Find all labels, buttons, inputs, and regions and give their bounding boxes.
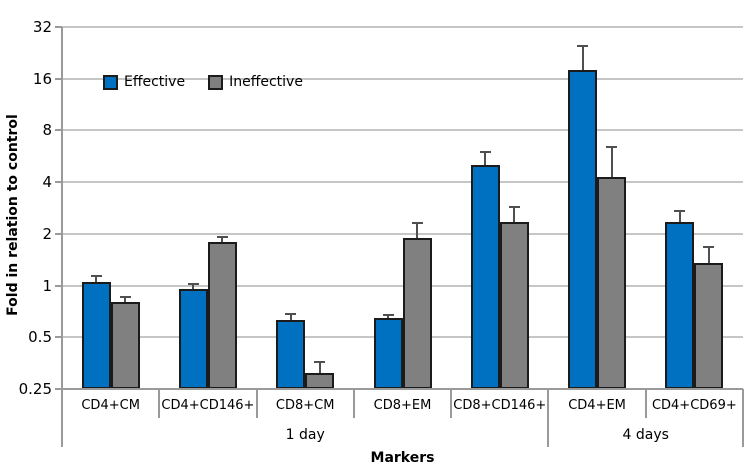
- category-divider: [450, 389, 453, 418]
- category-label: CD8+CD146+: [453, 398, 547, 413]
- category-label: CD4+EM: [568, 398, 626, 413]
- y-tick-label: 2: [42, 224, 52, 243]
- y-axis-tick: [55, 129, 62, 132]
- y-axis-tick: [55, 388, 62, 390]
- error-bar: [484, 151, 487, 166]
- error-bar-cap: [187, 283, 199, 286]
- axis-right-edge: [742, 389, 744, 447]
- y-tick-label: 4: [42, 173, 52, 192]
- error-bar-cap: [119, 295, 131, 298]
- error-bar-cap: [508, 206, 520, 209]
- error-bar: [707, 246, 710, 264]
- error-bar-cap: [216, 236, 228, 239]
- y-tick-label: 1: [42, 276, 52, 295]
- legend-label: Effective: [124, 74, 186, 90]
- error-bar-cap: [703, 245, 715, 248]
- y-axis-tick: [55, 284, 62, 287]
- error-bar-cap: [577, 44, 589, 47]
- error-bar: [416, 223, 418, 238]
- gridline: [62, 26, 743, 28]
- error-bar: [610, 147, 613, 177]
- error-bar-cap: [411, 222, 423, 225]
- bar-ineffective: [207, 241, 237, 389]
- y-tick-label: 32: [32, 18, 52, 36]
- category-label: CD4+CD146+: [161, 398, 255, 413]
- category-divider: [644, 389, 647, 418]
- legend-item-ineffective: Ineffective: [208, 74, 303, 90]
- bar-effective: [470, 165, 500, 389]
- error-bar: [581, 45, 584, 71]
- y-axis-tick: [55, 336, 62, 339]
- category-divider: [255, 389, 258, 418]
- bar-effective: [568, 70, 598, 389]
- bar-ineffective: [597, 176, 627, 389]
- error-bar: [192, 284, 195, 290]
- gridline: [62, 232, 743, 235]
- y-axis-line: [61, 27, 63, 447]
- group-label: 4 days: [622, 427, 669, 443]
- error-bar-cap: [674, 210, 686, 213]
- y-tick-label: 0.5: [28, 328, 52, 347]
- bar-ineffective: [110, 302, 140, 389]
- error-bar-cap: [90, 275, 102, 278]
- bar-effective: [276, 320, 306, 389]
- legend-label: Ineffective: [229, 74, 303, 90]
- category-label: CD8+CM: [275, 398, 335, 413]
- error-bar: [513, 207, 516, 222]
- y-tick-label: 0.25: [18, 380, 52, 398]
- gridline: [62, 129, 743, 132]
- legend-swatch-icon: [208, 74, 224, 90]
- bar-effective: [81, 281, 111, 389]
- gridline: [62, 181, 743, 184]
- bar-ineffective: [305, 372, 335, 389]
- bar-ineffective: [499, 221, 529, 389]
- category-label: CD8+EM: [373, 398, 432, 413]
- category-label: CD4+CD69+: [651, 398, 737, 413]
- legend-swatch-icon: [103, 74, 118, 90]
- x-axis-line: [62, 388, 743, 390]
- group-divider: [547, 389, 550, 447]
- legend: Effective Ineffective: [103, 74, 303, 90]
- bar-ineffective: [694, 263, 724, 389]
- y-axis-tick: [55, 26, 62, 28]
- legend-item-effective: Effective: [103, 74, 185, 90]
- bar-effective: [373, 317, 403, 389]
- bar-ineffective: [402, 237, 432, 389]
- y-axis-tick: [55, 232, 62, 235]
- y-tick-label: 16: [32, 69, 52, 88]
- error-bar: [95, 276, 98, 282]
- error-bar-cap: [314, 360, 326, 363]
- error-bar-cap: [606, 146, 618, 149]
- y-tick-label: 8: [42, 121, 52, 140]
- category-divider: [352, 389, 355, 418]
- error-bar: [289, 314, 292, 321]
- group-label: 1 day: [285, 427, 325, 443]
- category-label: CD4+CM: [81, 398, 140, 413]
- y-axis-tick: [55, 181, 62, 184]
- error-bar: [318, 361, 321, 373]
- error-bar-cap: [479, 150, 491, 153]
- gridline: [62, 77, 743, 80]
- error-bar-cap: [285, 313, 297, 316]
- error-bar-cap: [382, 314, 394, 317]
- category-divider: [158, 389, 161, 418]
- error-bar: [387, 315, 389, 318]
- error-bar: [678, 211, 681, 222]
- error-bar: [124, 296, 127, 303]
- error-bar: [221, 237, 224, 242]
- bar-effective: [665, 221, 695, 389]
- bar-effective: [178, 289, 208, 389]
- x-axis-title: Markers: [370, 450, 435, 466]
- y-axis-tick: [55, 77, 62, 80]
